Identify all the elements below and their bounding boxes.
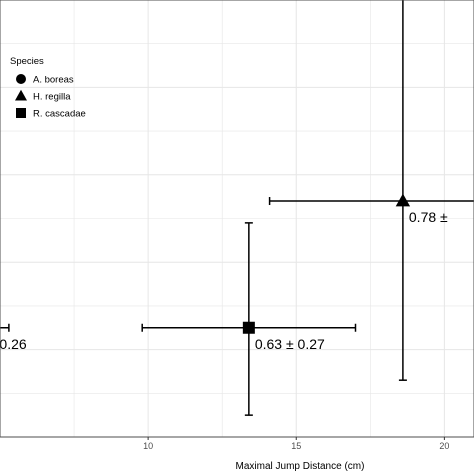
x-axis-ticks: 10 15 20 (143, 437, 449, 451)
x-axis-title: Maximal Jump Distance (cm) (236, 461, 365, 472)
legend-label: R. cascadae (33, 109, 86, 120)
series-triangle: 0.78 ± (268, 0, 474, 381)
point-annotation: 57 ± 0.26 (0, 336, 27, 352)
legend-item: R. cascadae (16, 108, 86, 120)
x-tick-label: 10 (143, 441, 153, 451)
x-tick-label: 15 (291, 441, 301, 451)
x-tick-label: 20 (439, 441, 449, 451)
legend-label: A. boreas (33, 75, 74, 86)
legend-item: H. regilla (15, 89, 71, 103)
point-annotation: 0.78 ± (409, 209, 448, 225)
legend-title: Species (10, 56, 44, 67)
legend-square-icon (16, 108, 26, 118)
data-point-square (242, 321, 255, 334)
legend-triangle-icon (15, 89, 27, 101)
series-circle: 57 ± 0.26 (0, 323, 27, 352)
legend-circle-icon (16, 74, 26, 84)
series-square: 0.63 ± 0.27 (141, 222, 357, 416)
legend-item: A. boreas (16, 74, 74, 86)
point-annotation: 0.63 ± 0.27 (255, 336, 325, 352)
panel-border (0, 0, 474, 438)
data-layer: 57 ± 0.26 0.63 ± 0.27 0.78 ± (0, 0, 474, 416)
data-point-triangle (395, 193, 411, 207)
legend-label: H. regilla (33, 92, 71, 103)
legend: Species A. boreas H. regilla R. cascadae (10, 56, 86, 120)
